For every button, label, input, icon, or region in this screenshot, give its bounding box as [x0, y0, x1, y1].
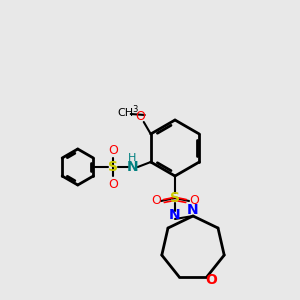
Text: H: H [128, 153, 136, 163]
Text: O: O [151, 194, 161, 208]
Text: N: N [187, 203, 199, 217]
Text: 3: 3 [132, 106, 137, 115]
Text: O: O [135, 110, 145, 124]
Text: O: O [205, 273, 217, 287]
Text: O: O [108, 143, 118, 157]
Text: O: O [189, 194, 199, 208]
Text: CH: CH [118, 108, 134, 118]
Text: O: O [108, 178, 118, 190]
Text: N: N [127, 160, 139, 174]
Text: S: S [108, 160, 118, 174]
Text: S: S [170, 191, 180, 205]
Text: N: N [169, 208, 181, 222]
